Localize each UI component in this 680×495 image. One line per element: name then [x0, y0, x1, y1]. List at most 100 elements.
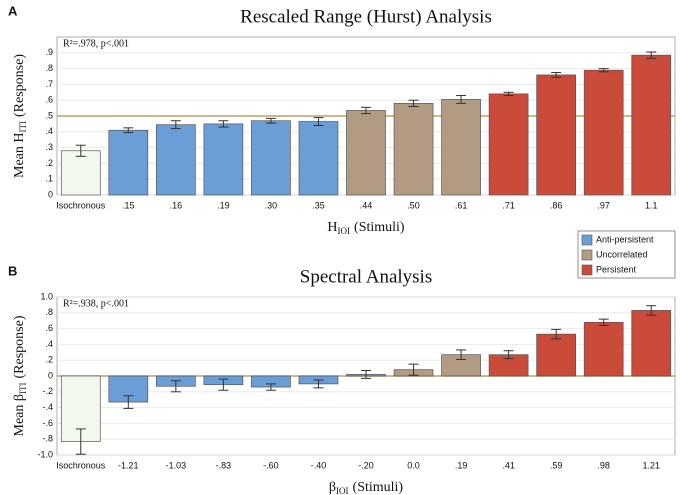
x-tick-label: .50: [407, 200, 420, 210]
x-tick-label: 0.0: [407, 460, 420, 470]
y-tick-label: .5: [45, 110, 53, 120]
y-tick-label: .2: [45, 355, 53, 365]
legend-label: Persistent: [596, 264, 637, 274]
x-tick-label: Isochronous: [56, 460, 106, 470]
y-axis-label: Mean HITI (Response): [12, 54, 28, 178]
y-label-suffix: (Response): [12, 315, 27, 378]
x-tick-label: .44: [360, 200, 373, 210]
annotation: R²=.978, p<.001: [63, 38, 129, 49]
bar: [156, 124, 196, 196]
x-tick-label: Isochronous: [56, 200, 106, 210]
chart-title: Rescaled Range (Hurst) Analysis: [240, 6, 492, 27]
y-tick-label: -1.0: [37, 449, 53, 459]
error-bar: [361, 369, 371, 379]
y-tick-label: .4: [45, 126, 53, 136]
error-bar: [361, 106, 371, 115]
x-axis-label: βIOI (Stimuli): [329, 480, 404, 495]
y-label-sub: ITI: [18, 383, 28, 395]
x-tick-label: 1.1: [645, 200, 658, 210]
x-tick-label: -.40: [311, 460, 327, 470]
bar: [298, 121, 339, 196]
x-tick-label: .97: [597, 200, 610, 210]
x-tick-label: .35: [312, 200, 325, 210]
y-axis-label: Mean βITI (Response): [12, 315, 28, 436]
x-label-main: H: [327, 220, 337, 235]
bar: [583, 69, 624, 196]
error-bar: [646, 51, 657, 59]
error-bar: [408, 363, 419, 376]
bar: [60, 150, 101, 196]
x-tick-label: .15: [122, 200, 135, 210]
bar: [346, 110, 386, 196]
error-bar: [503, 91, 514, 96]
bar: [488, 93, 529, 196]
x-label-suffix: (Stimuli): [353, 480, 404, 495]
error-bar: [408, 99, 419, 108]
chart-title: Spectral Analysis: [300, 266, 432, 287]
y-tick-label: .6: [45, 95, 53, 105]
x-tick-label: 1.21: [642, 460, 660, 470]
bar: [393, 103, 434, 196]
y-label-sub: ITI: [18, 121, 28, 133]
legend-label: Anti-persistent: [596, 234, 654, 244]
x-tick-label: .19: [455, 460, 468, 470]
x-label-main: β: [329, 480, 336, 495]
y-tick-label: 0: [48, 189, 53, 199]
x-tick-label: .71: [502, 200, 515, 210]
y-tick-label: 1.0: [40, 291, 53, 301]
y-tick-label: .2: [45, 158, 53, 168]
x-tick-label: -.20: [358, 460, 374, 470]
error-bar: [75, 144, 86, 157]
x-tick-label: .98: [597, 460, 610, 470]
panel-label: B: [8, 263, 17, 278]
x-tick-label: .61: [455, 200, 468, 210]
x-label-suffix: (Stimuli): [354, 220, 405, 235]
y-tick-label: -.2: [42, 386, 53, 396]
y-tick-label: .1: [45, 174, 53, 184]
panel-label: A: [8, 3, 18, 18]
bar: [203, 123, 244, 196]
y-tick-label: -.4: [42, 402, 53, 412]
error-bar: [265, 383, 276, 391]
legend-swatch: [581, 234, 593, 246]
bar: [631, 54, 672, 196]
x-tick-label: -1.21: [118, 460, 139, 470]
y-label-suffix: (Response): [12, 54, 27, 117]
x-tick-label: .41: [502, 460, 515, 470]
legend-swatch: [581, 249, 593, 261]
error-bar: [598, 68, 609, 73]
annotation: R²=.938, p<.001: [63, 298, 129, 309]
error-bar: [646, 305, 657, 316]
x-tick-label: .30: [265, 200, 278, 210]
error-bar: [75, 428, 86, 455]
x-tick-label: -1.03: [166, 460, 187, 470]
bar: [108, 129, 149, 196]
bar: [251, 120, 291, 196]
error-bar: [503, 350, 514, 360]
y-tick-label: -.6: [42, 418, 53, 428]
error-bar: [598, 318, 609, 326]
error-bar: [551, 72, 562, 78]
legend-swatch: [581, 264, 593, 276]
error-bar: [218, 120, 229, 128]
y-tick-label: .6: [45, 323, 53, 333]
x-label-sub: IOI: [336, 486, 349, 495]
y-tick-label: .8: [45, 307, 53, 317]
y-tick-label: .9: [45, 47, 53, 57]
error-bar: [170, 120, 181, 130]
y-label-main: Mean β: [12, 394, 27, 437]
legend-label: Uncorrelated: [596, 249, 648, 259]
y-tick-label: .3: [45, 142, 53, 152]
error-bar: [265, 117, 276, 124]
error-bar: [123, 395, 134, 409]
x-tick-label: .19: [217, 200, 230, 210]
x-label-sub: IOI: [338, 226, 351, 236]
y-label-main: Mean H: [12, 133, 27, 179]
error-bar: [551, 328, 562, 340]
bar: [536, 333, 576, 377]
error-bar: [313, 379, 324, 389]
x-tick-label: .16: [170, 200, 183, 210]
y-tick-label: 0: [48, 370, 53, 380]
y-tick-label: -.8: [42, 434, 53, 444]
